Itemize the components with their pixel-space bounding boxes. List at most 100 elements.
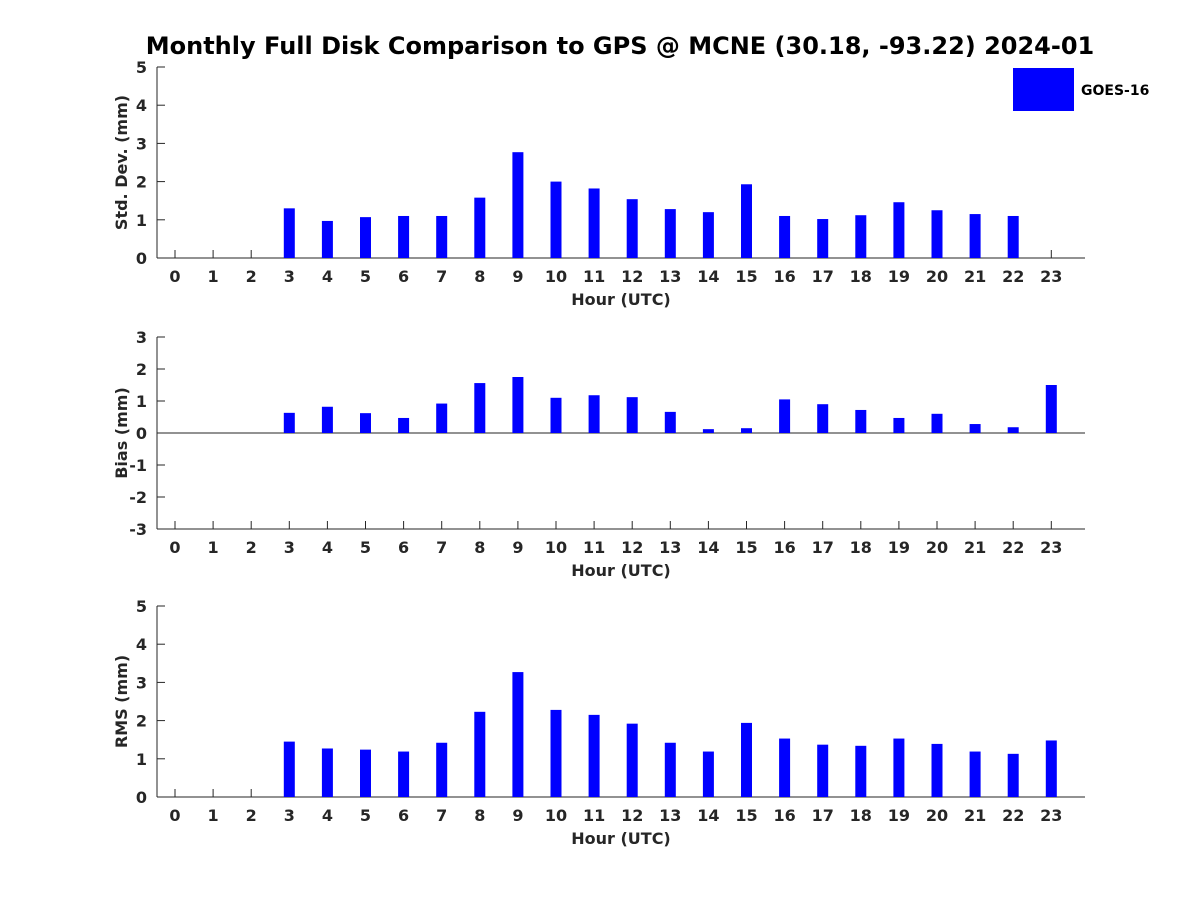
x-tick-label: 19 xyxy=(888,267,910,286)
bar xyxy=(512,672,524,797)
bar xyxy=(1007,753,1019,797)
bar xyxy=(702,751,714,797)
x-tick-label: 3 xyxy=(284,538,295,557)
y-axis-label: RMS (mm) xyxy=(112,655,131,748)
y-tick-label: 1 xyxy=(136,211,147,230)
x-tick-label: 5 xyxy=(360,806,371,825)
x-tick-label: 9 xyxy=(512,267,523,286)
chart-title: Monthly Full Disk Comparison to GPS @ MC… xyxy=(146,32,1095,60)
x-tick-label: 4 xyxy=(322,267,333,286)
x-tick-label: 13 xyxy=(659,267,681,286)
x-tick-label: 21 xyxy=(964,538,986,557)
bar xyxy=(664,209,676,258)
legend: GOES-16 xyxy=(1013,68,1149,111)
y-tick-label: 1 xyxy=(136,392,147,411)
bar xyxy=(436,215,448,258)
x-tick-label: 20 xyxy=(926,538,948,557)
y-tick-label: 4 xyxy=(136,635,147,654)
bar xyxy=(817,404,829,433)
bar xyxy=(626,397,638,433)
x-tick-label: 19 xyxy=(888,806,910,825)
bar xyxy=(969,751,981,797)
x-tick-label: 16 xyxy=(773,538,795,557)
bar xyxy=(893,202,905,258)
bar xyxy=(779,215,791,258)
bar xyxy=(474,197,486,258)
bar xyxy=(588,714,600,797)
x-tick-label: 5 xyxy=(360,267,371,286)
bar xyxy=(1007,215,1019,258)
y-tick-label: -2 xyxy=(129,488,147,507)
x-tick-label: 23 xyxy=(1040,538,1062,557)
x-tick-label: 7 xyxy=(436,538,447,557)
bar xyxy=(931,743,943,797)
bar xyxy=(626,199,638,258)
legend-label: GOES-16 xyxy=(1081,83,1149,99)
bar xyxy=(817,219,829,258)
y-tick-label: 4 xyxy=(136,96,147,115)
bar xyxy=(283,208,295,258)
x-tick-label: 23 xyxy=(1040,806,1062,825)
x-tick-label: 2 xyxy=(246,806,257,825)
bar xyxy=(474,711,486,797)
bar xyxy=(436,403,448,433)
y-tick-label: -1 xyxy=(129,456,147,475)
x-tick-label: 3 xyxy=(284,806,295,825)
x-tick-label: 13 xyxy=(659,806,681,825)
y-tick-label: 3 xyxy=(136,134,147,153)
x-axis-label: Hour (UTC) xyxy=(571,561,671,580)
x-tick-label: 6 xyxy=(398,538,409,557)
x-tick-label: 22 xyxy=(1002,267,1024,286)
bar xyxy=(702,212,714,258)
bar xyxy=(321,220,333,258)
y-tick-label: 3 xyxy=(136,673,147,692)
x-axis-label: Hour (UTC) xyxy=(571,829,671,848)
x-tick-label: 12 xyxy=(621,538,643,557)
bar xyxy=(474,383,486,433)
x-tick-label: 19 xyxy=(888,538,910,557)
x-tick-label: 18 xyxy=(850,806,872,825)
x-tick-label: 12 xyxy=(621,267,643,286)
bar xyxy=(1045,740,1057,797)
x-tick-label: 20 xyxy=(926,267,948,286)
x-tick-label: 15 xyxy=(735,538,757,557)
y-tick-label: 5 xyxy=(136,58,147,77)
x-tick-label: 16 xyxy=(773,267,795,286)
x-tick-label: 5 xyxy=(360,538,371,557)
x-tick-label: 6 xyxy=(398,267,409,286)
x-tick-label: 11 xyxy=(583,267,605,286)
x-tick-label: 17 xyxy=(812,538,834,557)
x-tick-label: 0 xyxy=(169,267,180,286)
x-tick-label: 18 xyxy=(850,267,872,286)
bar xyxy=(360,217,371,258)
bar xyxy=(779,399,791,433)
y-axis-label: Std. Dev. (mm) xyxy=(112,95,131,230)
bar xyxy=(817,744,829,797)
bar xyxy=(1007,427,1019,433)
x-tick-label: 1 xyxy=(208,806,219,825)
x-tick-label: 1 xyxy=(208,267,219,286)
y-tick-label: 2 xyxy=(136,173,147,192)
x-tick-label: 22 xyxy=(1002,538,1024,557)
bar xyxy=(855,215,867,258)
y-tick-label: 2 xyxy=(136,360,147,379)
bar xyxy=(550,181,562,258)
bar xyxy=(360,749,371,797)
bar xyxy=(283,412,295,433)
y-tick-label: 0 xyxy=(136,788,147,807)
x-tick-label: 14 xyxy=(697,538,719,557)
bar xyxy=(741,428,752,433)
bar xyxy=(664,411,676,433)
x-tick-label: 9 xyxy=(512,806,523,825)
bar xyxy=(321,748,333,797)
x-tick-label: 2 xyxy=(246,267,257,286)
x-tick-label: 7 xyxy=(436,806,447,825)
x-tick-label: 23 xyxy=(1040,267,1062,286)
y-tick-label: 0 xyxy=(136,249,147,268)
legend-swatch xyxy=(1013,68,1074,111)
x-tick-label: 8 xyxy=(474,806,485,825)
bar xyxy=(283,741,295,797)
bar xyxy=(360,413,371,433)
